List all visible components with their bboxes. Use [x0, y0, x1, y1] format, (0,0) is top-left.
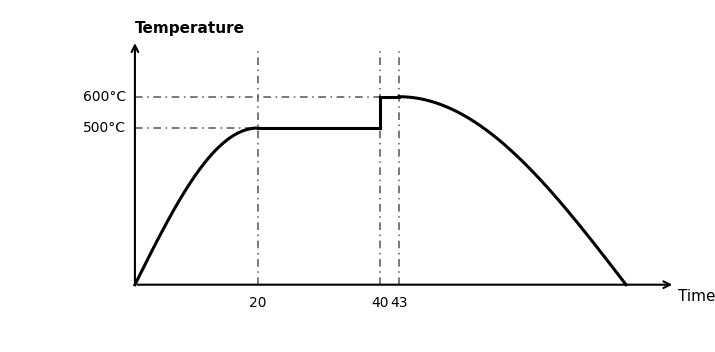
Text: 600°C: 600°C — [82, 90, 126, 104]
Text: Temperature: Temperature — [135, 21, 245, 36]
Text: 43: 43 — [390, 296, 408, 310]
Text: 20: 20 — [249, 296, 267, 310]
Text: 500°C: 500°C — [83, 121, 126, 135]
Text: 40: 40 — [372, 296, 389, 310]
Text: Time(min): Time(min) — [679, 288, 715, 303]
